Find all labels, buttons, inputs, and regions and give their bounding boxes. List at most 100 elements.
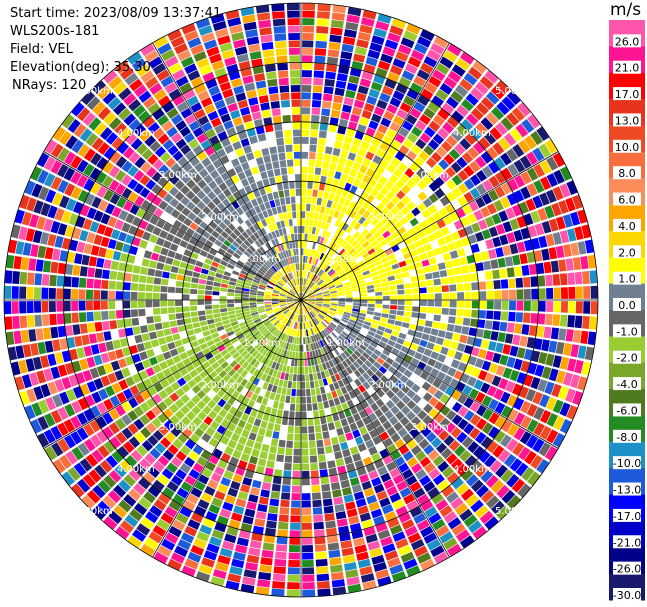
range-gate [93, 210, 104, 222]
range-gate [266, 323, 274, 330]
range-gate [224, 144, 234, 154]
range-gate [56, 301, 64, 312]
range-gate [78, 277, 87, 288]
range-gate [56, 313, 65, 325]
range-gate [270, 491, 280, 499]
range-gate [205, 510, 218, 522]
range-gate [237, 491, 249, 501]
range-gate [301, 218, 305, 226]
range-gate [287, 18, 300, 26]
range-gate [401, 405, 411, 416]
range-gate [281, 205, 287, 213]
range-gate [451, 110, 464, 123]
range-gate [89, 367, 100, 379]
range-gate [294, 418, 301, 426]
range-gate [506, 91, 521, 106]
range-gate [462, 204, 473, 215]
colorbar-tick-label: 6.0 [618, 194, 636, 207]
range-gate [115, 281, 124, 290]
range-gate [211, 230, 220, 239]
range-gate [367, 49, 381, 60]
range-gate [264, 366, 271, 375]
range-gate [236, 197, 245, 207]
range-gate [373, 106, 385, 117]
range-gate [276, 312, 283, 318]
range-gate [519, 253, 528, 265]
range-gate [435, 337, 444, 346]
range-gate [397, 44, 412, 56]
range-gate [182, 288, 190, 294]
range-gate [256, 302, 264, 305]
range-gate [406, 500, 419, 511]
range-gate [386, 201, 395, 211]
range-gate [175, 280, 184, 288]
range-gate [362, 158, 372, 168]
range-gate [356, 245, 365, 253]
range-gate [180, 196, 190, 206]
range-gate [373, 283, 382, 289]
range-gate [338, 434, 347, 443]
range-gate [19, 301, 27, 314]
range-gate [220, 171, 230, 182]
range-gate [438, 159, 450, 170]
range-gate [314, 276, 320, 283]
range-gate [149, 374, 159, 385]
range-gate [296, 255, 299, 263]
range-gate [292, 279, 296, 287]
range-gate [420, 236, 430, 245]
range-gate [298, 307, 300, 315]
range-gate [390, 385, 400, 394]
range-gate [168, 88, 182, 100]
range-gate [314, 317, 320, 324]
range-gate [353, 222, 362, 231]
range-gate [389, 258, 398, 265]
range-gate [481, 193, 493, 205]
range-gate [59, 250, 69, 262]
range-gate [301, 500, 311, 508]
range-gate [269, 200, 276, 208]
range-gate [102, 269, 110, 279]
range-gate [12, 271, 20, 284]
range-gate [333, 381, 340, 390]
range-gate [330, 303, 338, 306]
range-gate [530, 454, 543, 470]
range-gate [501, 290, 509, 300]
range-gate [190, 512, 204, 524]
range-gate [362, 432, 372, 442]
range-gate [545, 313, 553, 326]
range-gate [152, 226, 162, 236]
range-gate [301, 300, 308, 302]
range-gate [340, 51, 353, 60]
range-gate [264, 390, 271, 399]
range-gate [217, 106, 229, 117]
range-gate [371, 383, 380, 392]
range-gate [379, 321, 387, 328]
range-gate [286, 319, 291, 327]
range-gate [312, 308, 319, 314]
range-gate [403, 252, 412, 260]
range-gate [390, 295, 398, 300]
range-gate [263, 56, 276, 65]
range-gate [371, 476, 382, 487]
range-gate [308, 264, 313, 272]
range-gate [310, 282, 316, 289]
range-gate [312, 257, 317, 265]
range-gate [480, 436, 493, 449]
range-gate [471, 300, 479, 309]
range-gate [124, 272, 132, 282]
range-gate [121, 414, 133, 426]
range-gate [362, 390, 371, 400]
range-gate [301, 456, 309, 464]
range-gate [374, 459, 385, 469]
range-gate [190, 340, 199, 348]
range-gate [316, 220, 322, 228]
range-gate [314, 529, 325, 537]
range-gate [161, 278, 169, 286]
range-gate [267, 169, 275, 178]
range-gate [301, 329, 303, 337]
range-gate [360, 293, 368, 297]
ray [14, 209, 301, 300]
range-gate [528, 263, 537, 275]
range-gate [532, 147, 545, 162]
